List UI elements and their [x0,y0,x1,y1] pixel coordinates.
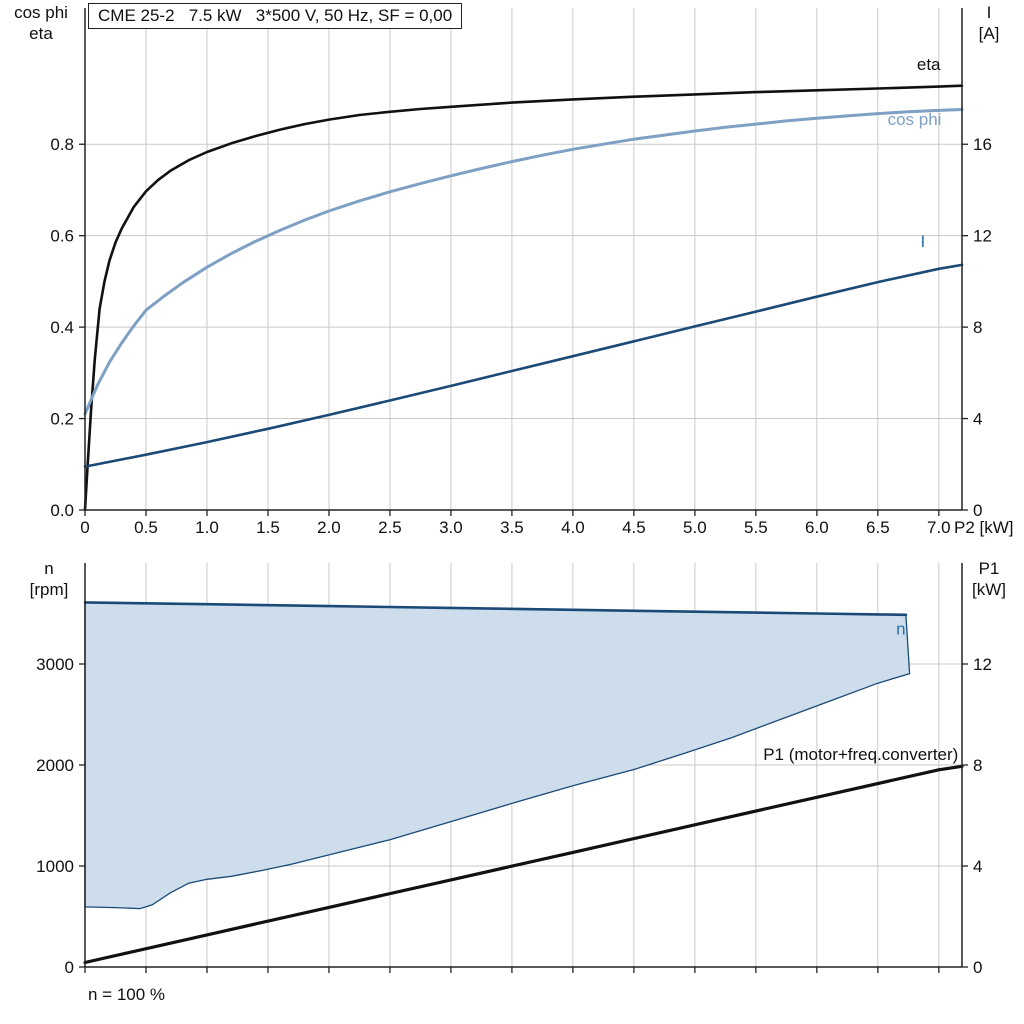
svg-text:eta: eta [917,55,941,74]
svg-text:1000: 1000 [36,857,74,876]
right-axis-title-line2: [kW] [972,580,1006,599]
svg-text:4: 4 [973,410,982,429]
svg-text:4.0: 4.0 [561,518,585,537]
svg-text:4: 4 [973,857,982,876]
svg-text:16: 16 [973,135,992,154]
svg-text:2.5: 2.5 [378,518,402,537]
left-axis-title-top-chart: cos phi eta [4,2,78,44]
svg-text:3.0: 3.0 [439,518,463,537]
right-axis-title-line2: [A] [978,24,1000,43]
svg-text:5.5: 5.5 [744,518,768,537]
svg-text:I: I [921,232,926,251]
svg-text:cos phi: cos phi [888,110,942,129]
svg-text:1.5: 1.5 [256,518,280,537]
svg-text:0: 0 [65,958,74,977]
svg-text:5.0: 5.0 [683,518,707,537]
svg-text:n: n [896,620,905,639]
left-axis-title-bottom-chart: n [rpm] [18,558,80,600]
svg-text:0.8: 0.8 [50,135,74,154]
svg-text:0: 0 [973,501,982,520]
svg-text:0.6: 0.6 [50,227,74,246]
svg-text:8: 8 [973,756,982,775]
right-axis-title-line1: I [986,3,992,22]
left-axis-title-line1: n [44,559,54,578]
svg-text:8: 8 [973,318,982,337]
svg-text:12: 12 [973,655,992,674]
left-axis-title-line1: cos phi [14,3,68,22]
svg-text:3.5: 3.5 [500,518,524,537]
right-axis-title-top-chart: I [A] [964,2,1014,44]
performance-chart: 0 0.5 1.0 1.5 2.0 2.5 3.0 3.5 4.0 4.5 5.0 5.5 6.0 6.5… [50,8,1014,537]
svg-text:4.5: 4.5 [622,518,646,537]
speed-power-chart: 0 1000 2000 3000 0 4 8 12 n P1 (motor+freq.conver… [36,563,992,977]
left-axis-title-line2: eta [29,24,53,43]
svg-text:0.4: 0.4 [50,318,74,337]
right-axis-title-line1: P1 [978,559,1000,578]
svg-text:0: 0 [80,518,89,537]
speed-note: n = 100 % [88,985,166,1004]
svg-text:7.0: 7.0 [927,518,951,537]
svg-text:2.0: 2.0 [317,518,341,537]
svg-text:0.5: 0.5 [134,518,158,537]
svg-text:0: 0 [973,958,982,977]
svg-text:6.5: 6.5 [866,518,890,537]
left-axis-title-line2: [rpm] [29,580,69,599]
svg-text:6.0: 6.0 [805,518,829,537]
right-axis-title-bottom-chart: P1 [kW] [960,558,1018,600]
svg-text:12: 12 [973,227,992,246]
svg-text:P1 (motor+freq.converter): P1 (motor+freq.converter) [763,745,958,764]
svg-text:0.2: 0.2 [50,410,74,429]
chart-title: CME 25-2 7.5 kW 3*500 V, 50 Hz, SF = 0,0… [88,3,463,29]
svg-text:3000: 3000 [36,655,74,674]
svg-text:1.0: 1.0 [195,518,219,537]
svg-text:0.0: 0.0 [50,501,74,520]
svg-text:P2 [kW]: P2 [kW] [954,518,1014,537]
svg-text:2000: 2000 [36,756,74,775]
